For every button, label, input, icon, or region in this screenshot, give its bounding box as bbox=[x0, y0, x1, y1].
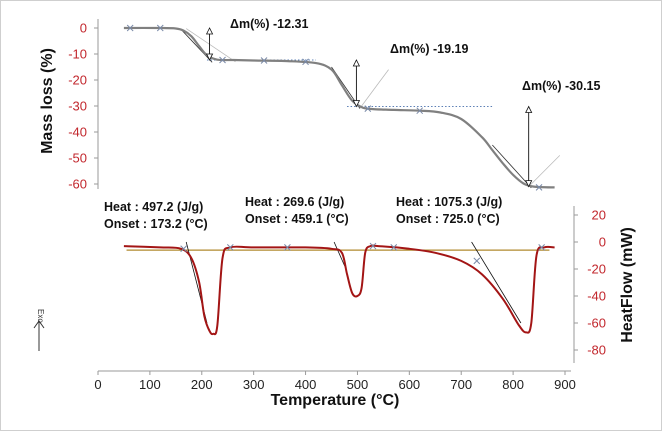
tga-marker bbox=[302, 58, 309, 66]
tga-tangent-line bbox=[492, 144, 532, 189]
dsc-marker bbox=[226, 244, 234, 251]
x-tick-label: 500 bbox=[347, 377, 369, 392]
tga-guide-line bbox=[528, 155, 561, 187]
dsc-y-tick-label: -80 bbox=[587, 343, 606, 358]
dsc-heat-label: Heat : 269.6 (J/g) bbox=[245, 195, 344, 209]
tga-marker bbox=[156, 24, 164, 32]
tga-y-tick-label: -50 bbox=[68, 151, 87, 166]
tga-mass-loss-label: Δm(%) -19.19 bbox=[390, 42, 469, 56]
dsc-y-tick-label: -20 bbox=[587, 262, 606, 277]
tga-y-tick-label: -40 bbox=[68, 125, 87, 140]
dsc-series-line bbox=[123, 244, 555, 336]
exo-label: Exo bbox=[36, 309, 45, 323]
dsc-marker bbox=[538, 244, 546, 251]
dsc-onset-label: Onset : 459.1 (°C) bbox=[245, 212, 349, 226]
annotation-layer: Δm(%) -12.31 Δm(%) -19.19 Δm(%) -30.15 Heat… bbox=[104, 17, 601, 231]
x-tick-label: 800 bbox=[502, 377, 524, 392]
dsc-tangent-line bbox=[471, 241, 522, 324]
x-tick-label: 300 bbox=[243, 377, 265, 392]
dsc-y-axis-title: HeatFlow (mW) bbox=[619, 227, 636, 343]
tga-step-arrowhead bbox=[352, 59, 361, 67]
x-tick-label: 400 bbox=[295, 377, 317, 392]
tga-series-line bbox=[123, 26, 555, 189]
x-axis-title: Temperature (°C) bbox=[271, 392, 400, 409]
dsc-heat-label: Heat : 1075.3 (J/g) bbox=[396, 195, 502, 209]
tga-marker bbox=[535, 184, 543, 191]
tick-layer: 0 100 200 300 400 500 600 700 800 9000-10-20-30-4… bbox=[68, 21, 606, 393]
x-tick-label: 100 bbox=[139, 377, 161, 392]
exo-arrow-icon bbox=[33, 320, 45, 351]
dsc-onset-label: Onset : 725.0 (°C) bbox=[396, 212, 500, 226]
dsc-y-tick-label: 20 bbox=[592, 208, 606, 223]
tga-mass-loss-label: Δm(%) -30.15 bbox=[522, 79, 601, 93]
tga-step-arrowhead bbox=[205, 53, 214, 61]
dsc-onset-label: Onset : 173.2 (°C) bbox=[104, 217, 208, 231]
dsc-y-tick-label: -60 bbox=[587, 316, 606, 331]
tga-marker bbox=[416, 107, 424, 115]
dsc-heat-label: Heat : 497.2 (J/g) bbox=[104, 200, 203, 214]
tga-y-tick-label: -10 bbox=[68, 47, 87, 62]
x-tick-label: 700 bbox=[450, 377, 472, 392]
tga-guide-line bbox=[185, 28, 236, 63]
x-tick-label: 600 bbox=[398, 377, 420, 392]
tga-y-tick-label: -30 bbox=[68, 99, 87, 114]
dsc-marker bbox=[180, 245, 187, 253]
dsc-marker bbox=[390, 244, 398, 251]
tga-step-arrowhead bbox=[205, 27, 214, 35]
tga-marker bbox=[219, 56, 226, 64]
dsc-y-tick-label: 0 bbox=[599, 235, 606, 250]
tga-step-arrowhead bbox=[525, 180, 533, 188]
x-tick-label: 200 bbox=[191, 377, 213, 392]
tga-y-tick-label: -20 bbox=[68, 73, 87, 88]
dsc-marker bbox=[369, 242, 377, 250]
tga-y-tick-label: -60 bbox=[68, 177, 87, 192]
x-tick-label: 900 bbox=[554, 377, 576, 392]
tga-marker bbox=[126, 24, 134, 32]
dsc-marker bbox=[284, 244, 291, 251]
x-tick-label: 0 bbox=[94, 377, 101, 392]
tga-marker bbox=[364, 105, 372, 112]
dsc-marker bbox=[473, 257, 481, 265]
tga-y-axis-title: Mass loss (%) bbox=[39, 48, 56, 154]
dsc-tangent-line bbox=[333, 241, 347, 270]
dsc-y-tick-label: -40 bbox=[587, 289, 606, 304]
tga-mass-loss-label: Δm(%) -12.31 bbox=[230, 17, 309, 31]
tga-step-arrowhead bbox=[352, 100, 361, 108]
tga-marker bbox=[260, 57, 268, 64]
tga-y-tick-label: 0 bbox=[80, 21, 87, 36]
tga-guide-line bbox=[359, 69, 389, 109]
tga-step-arrowhead bbox=[525, 105, 533, 113]
tga-tangent-line bbox=[180, 29, 213, 63]
series-layer bbox=[123, 24, 561, 336]
